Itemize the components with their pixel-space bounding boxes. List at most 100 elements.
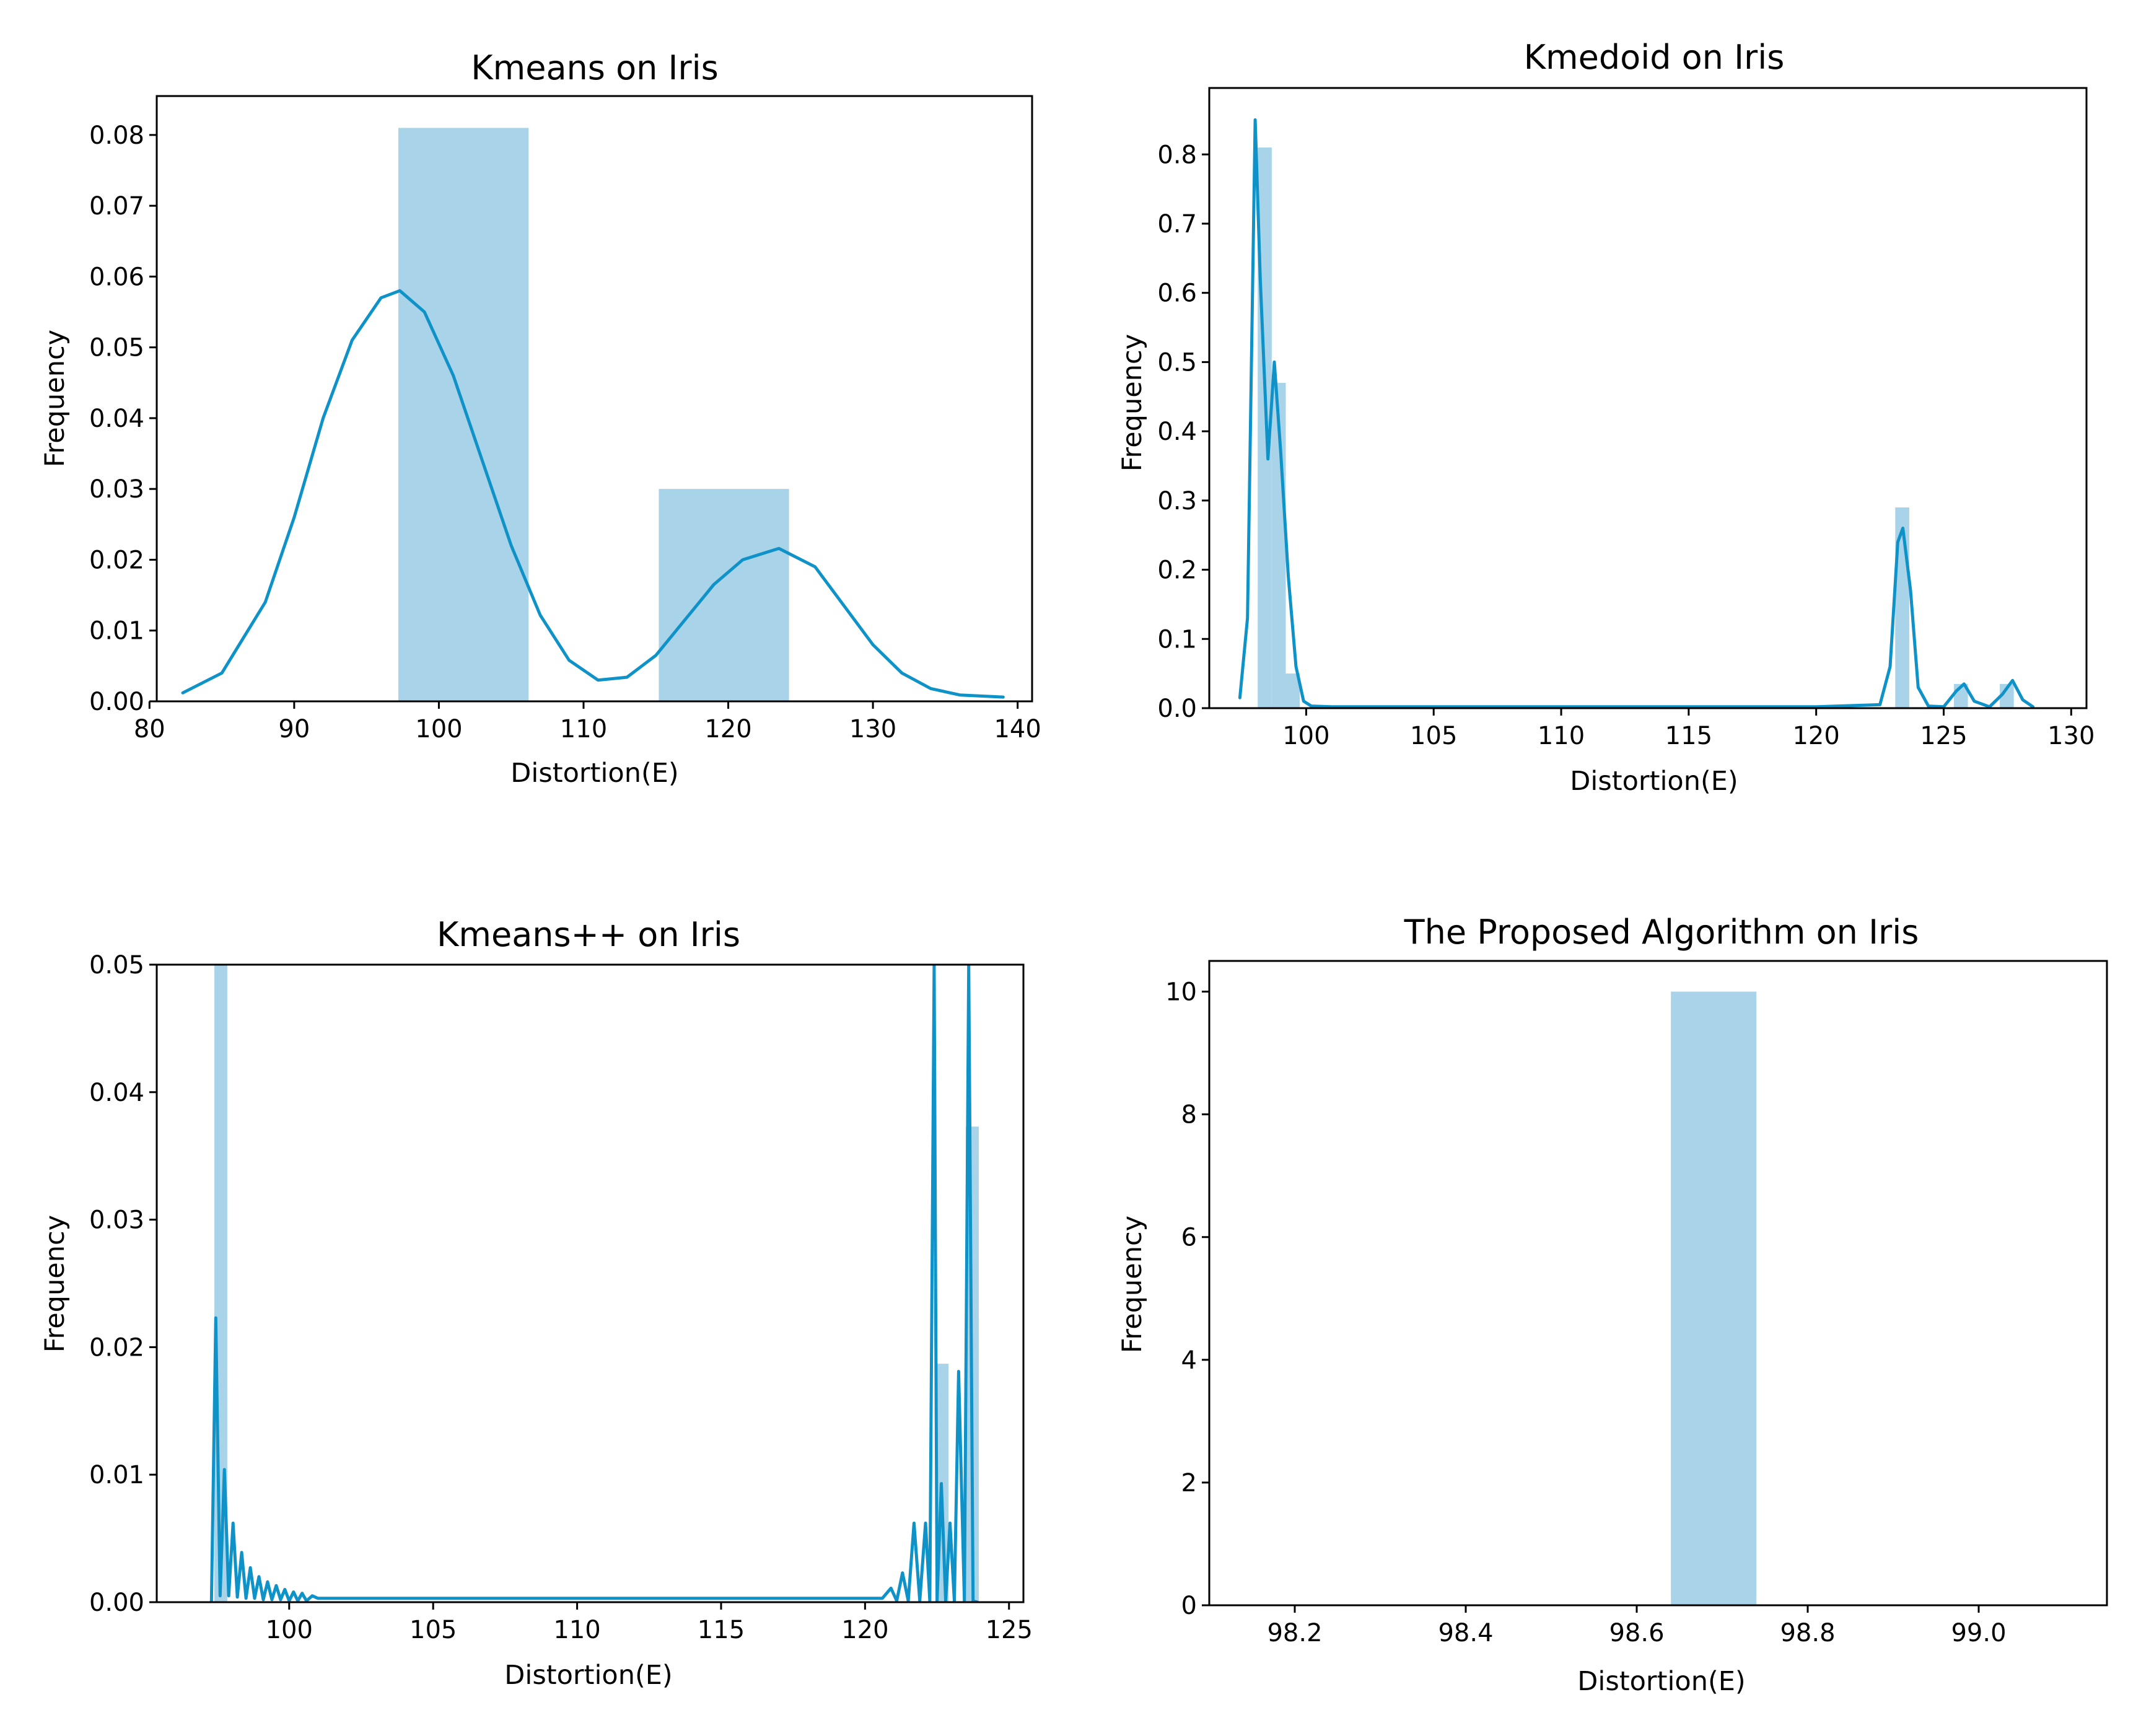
y-tick-label: 0.03 (89, 1206, 144, 1235)
x-tick-label: 98.6 (1609, 1619, 1664, 1647)
y-tick-label: 0.01 (89, 617, 144, 646)
x-tick-label: 130 (849, 715, 896, 743)
x-tick-label: 98.2 (1267, 1619, 1322, 1647)
histogram-bar (1895, 507, 1909, 708)
y-tick-label: 0.2 (1157, 556, 1197, 585)
subplot-kmeans: Kmeans on Iris 80 90 100 110 120 130 140 0.000… (40, 48, 1041, 789)
x-axis-label: Distortion(E) (1577, 1666, 1745, 1697)
x-axis-ticks: 100 105 110 115 120 125 130 (1282, 708, 2095, 750)
y-tick-label: 0.04 (89, 1079, 144, 1107)
x-tick-label: 115 (698, 1616, 745, 1644)
x-tick-label: 90 (278, 715, 310, 743)
clipped-marks (1671, 991, 1757, 1605)
kde-line (1238, 118, 2035, 708)
y-tick-label: 0.00 (89, 1589, 144, 1617)
x-tick-label: 105 (1410, 722, 1457, 750)
y-tick-label: 0.05 (89, 334, 144, 362)
y-axis-label: Frequency (1117, 1216, 1148, 1353)
axes-frame (1208, 87, 2088, 709)
y-tick-label: 8 (1181, 1101, 1197, 1129)
x-tick-label: 130 (2047, 722, 2095, 750)
y-tick-label: 0.03 (89, 475, 144, 504)
y-axis-label: Frequency (1117, 334, 1148, 471)
x-tick-label: 120 (704, 715, 751, 743)
x-tick-label: 100 (1282, 722, 1329, 750)
y-axis-ticks: 0.0 0.1 0.2 0.3 0.4 0.5 0.6 0.7 0.8 (1157, 141, 1209, 723)
axes-frame (155, 95, 1033, 703)
histogram-bar (1671, 991, 1757, 1605)
chart-title: Kmeans++ on Iris (437, 915, 740, 954)
x-tick-label: 110 (1538, 722, 1585, 750)
x-axis-ticks: 100 105 110 115 120 125 (266, 1602, 1033, 1644)
histogram-bar (1285, 673, 1300, 708)
clipped-marks (181, 128, 1005, 701)
y-tick-label: 0.02 (89, 1333, 144, 1362)
x-axis-label: Distortion(E) (504, 1660, 672, 1691)
y-tick-label: 0.7 (1157, 210, 1197, 239)
x-axis-ticks: 98.2 98.4 98.6 98.8 99.0 (1267, 1605, 2007, 1647)
subplot-kmedoid: Kmedoid on Iris 100 105 110 115 120 125 130 0.… (1117, 38, 2095, 797)
chart-title: Kmedoid on Iris (1524, 38, 1785, 77)
y-tick-label: 10 (1165, 978, 1197, 1007)
x-tick-label: 110 (560, 715, 607, 743)
y-tick-label: 0.07 (89, 192, 144, 221)
y-tick-label: 0.6 (1157, 279, 1197, 308)
y-tick-label: 0.3 (1157, 487, 1197, 515)
kde-line (181, 289, 1005, 699)
x-tick-label: 98.8 (1780, 1619, 1835, 1647)
axes-frame (1208, 960, 2108, 1607)
y-tick-label: 0.00 (89, 688, 144, 716)
histogram-bar (2000, 683, 2014, 708)
y-tick-label: 0.02 (89, 546, 144, 574)
y-tick-label: 0.06 (89, 263, 144, 291)
y-tick-label: 0.1 (1157, 625, 1197, 654)
y-axis-ticks: 0 2 4 6 8 10 (1165, 978, 1209, 1620)
x-axis-label: Distortion(E) (510, 758, 678, 789)
x-tick-label: 125 (986, 1616, 1033, 1644)
x-tick-label: 100 (415, 715, 462, 743)
x-tick-label: 99.0 (1951, 1619, 2006, 1647)
y-tick-label: 0.04 (89, 405, 144, 433)
plot-marks (1238, 118, 2035, 708)
x-tick-label: 80 (134, 715, 165, 743)
x-tick-label: 125 (1920, 722, 1967, 750)
y-tick-label: 0.08 (89, 121, 144, 150)
histogram-bar (659, 489, 789, 701)
chart-title: Kmeans on Iris (471, 48, 719, 87)
x-tick-label: 105 (409, 1616, 457, 1644)
x-axis-label: Distortion(E) (1570, 766, 1738, 797)
y-tick-label: 0 (1181, 1592, 1197, 1620)
x-tick-label: 110 (553, 1616, 600, 1644)
x-tick-label: 115 (1665, 722, 1712, 750)
histogram-bar (398, 128, 529, 701)
y-tick-label: 6 (1181, 1224, 1197, 1252)
plot-marks (209, 965, 979, 1602)
x-tick-label: 100 (266, 1616, 313, 1644)
subplot-kmeanspp: Kmeans++ on Iris 100 105 110 115 120 125 0.00… (40, 915, 1033, 1691)
x-axis-ticks: 80 90 100 110 120 130 140 (134, 701, 1041, 743)
y-axis-label: Frequency (40, 1215, 71, 1352)
y-tick-label: 0.01 (89, 1461, 144, 1489)
y-tick-label: 0.0 (1157, 695, 1197, 723)
axes-frame (155, 963, 1025, 1603)
y-axis-ticks: 0.00 0.01 0.02 0.03 0.04 0.05 (89, 951, 157, 1617)
y-axis-ticks: 0.00 0.01 0.02 0.03 0.04 0.05 0.06 0.07 0.08 (89, 121, 157, 716)
y-tick-label: 2 (1181, 1469, 1197, 1497)
subplot-proposed: The Proposed Algorithm on Iris 98.2 98.4 9… (1117, 913, 2108, 1697)
x-tick-label: 120 (841, 1616, 888, 1644)
plot-marks (181, 128, 1005, 701)
y-tick-label: 0.5 (1157, 348, 1197, 377)
y-tick-label: 0.4 (1157, 418, 1197, 446)
y-tick-label: 4 (1181, 1346, 1197, 1375)
clipped-marks (209, 965, 979, 1602)
y-tick-label: 0.8 (1157, 141, 1197, 169)
x-tick-label: 98.4 (1438, 1619, 1493, 1647)
chart-title: The Proposed Algorithm on Iris (1404, 913, 1919, 952)
plot-marks (1671, 991, 1757, 1605)
clipped-marks (1238, 118, 2035, 708)
kde-line (209, 965, 979, 1602)
y-axis-label: Frequency (40, 330, 71, 467)
x-tick-label: 140 (994, 715, 1041, 743)
